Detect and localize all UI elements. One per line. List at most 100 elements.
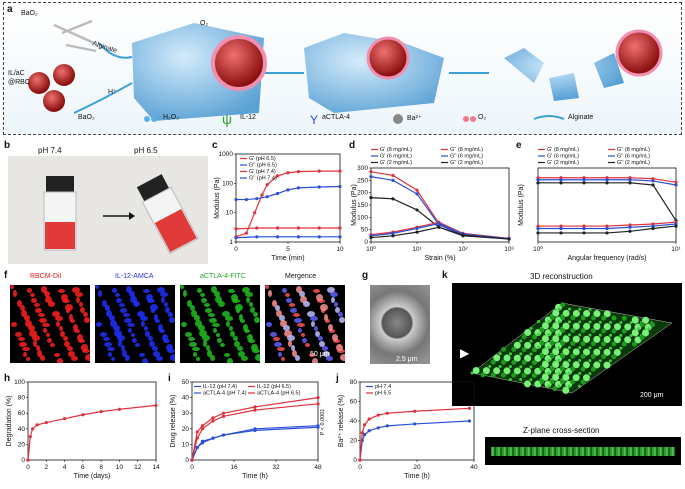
panel-label-i: i: [168, 373, 171, 384]
data-point: [316, 425, 320, 429]
cell-speck: [588, 320, 592, 324]
cell-speck: [611, 315, 617, 321]
cell-speck: [578, 333, 582, 337]
cell-speck: [511, 372, 517, 378]
cell-speck: [559, 379, 565, 385]
x-tick-label: 32: [272, 464, 280, 471]
data-point: [276, 191, 280, 196]
data-point: [415, 230, 419, 234]
cell-speck: [619, 333, 623, 337]
x-tick-label: 10⁰: [533, 245, 543, 253]
cell-speck: [519, 352, 523, 356]
legend-entry: aCTLA-4 (pH 7.4): [203, 391, 247, 397]
cell-speck: [637, 327, 641, 331]
y-tick-label: 50: [182, 379, 190, 386]
scale-f: 50 μm: [310, 351, 330, 358]
data-point: [200, 427, 205, 431]
scale-g: 2.5 μm: [396, 356, 418, 363]
legend-entry: aCTLA-4 (pH 6.5): [257, 391, 301, 397]
legend-entry: G'' (pH 7.4): [249, 176, 277, 182]
cell-speck: [529, 352, 533, 356]
legend-entry: G'' (pH 6.5): [249, 163, 277, 169]
cell-speck: [549, 353, 555, 359]
cell-speck: [537, 320, 541, 324]
cell-speck: [582, 361, 590, 369]
cell-speck: [529, 326, 533, 330]
rbc-label: @RBC: [8, 79, 30, 86]
cell-speck: [562, 322, 570, 330]
data-point: [195, 430, 199, 434]
cell-speck: [549, 314, 555, 320]
data-point: [35, 423, 39, 427]
panel-label-a: a: [7, 4, 13, 15]
cell-speck: [480, 372, 486, 378]
data-point: [507, 237, 511, 241]
y-tick-label: 60: [350, 399, 358, 406]
y-axis-label: Modulus (Pa): [214, 177, 221, 219]
series-line: [370, 176, 510, 240]
data-point: [253, 408, 257, 412]
data-point: [234, 227, 238, 231]
data-point: [255, 197, 259, 201]
series-line: [370, 221, 510, 239]
cell-speck: [613, 348, 621, 356]
y-tick-label: 150: [357, 202, 368, 209]
cell-speck: [570, 328, 576, 334]
data-point: [286, 188, 290, 192]
x-tick-label: 5: [286, 246, 290, 253]
y-tick-label: 250: [357, 177, 368, 184]
series-line: [359, 407, 470, 461]
x-tick-label: 10³: [504, 246, 514, 253]
data-point: [461, 233, 465, 237]
x-tick-label: 12: [134, 464, 142, 471]
series-line: [191, 426, 319, 461]
scale-k: 200 μm: [640, 392, 664, 399]
data-point: [195, 445, 199, 450]
data-point: [211, 419, 215, 423]
cell-speck: [603, 348, 611, 356]
cell-speck: [598, 333, 602, 337]
x-axis-label: Time (min): [271, 255, 304, 262]
x-tick-label: 10⁰: [366, 245, 376, 253]
x-tick-label: 0: [26, 464, 30, 471]
y-tick-label: 200: [357, 190, 368, 197]
cell-speck: [603, 310, 611, 318]
data-point: [536, 226, 540, 231]
cell-speck: [537, 345, 541, 349]
data-point: [628, 225, 632, 229]
data-point: [211, 416, 215, 420]
cell-speck: [567, 320, 571, 324]
cell-speck: [521, 372, 527, 378]
y-tick-label: 100: [222, 180, 233, 187]
data-point: [286, 171, 290, 175]
data-point: [651, 177, 655, 181]
data-point: [391, 234, 395, 238]
data-point: [200, 424, 205, 428]
legend-h2o2: H₂O₂: [163, 114, 179, 121]
cell-speck: [609, 346, 613, 350]
legend-entry: G' (2 mg/mL): [547, 160, 579, 166]
cell-speck: [539, 366, 545, 372]
cell-speck: [621, 328, 627, 334]
chart-e: 10⁰ 10¹ Angular frequency (rad/s) Modulus (…: [518, 147, 681, 262]
data-point: [244, 197, 248, 202]
fluor-title: IL-12-AMCA: [115, 273, 154, 280]
arrow-icon: [73, 42, 489, 114]
x-tick-label: 10²: [458, 246, 468, 253]
cell-speck: [541, 373, 549, 381]
data-point: [536, 231, 540, 235]
data-point: [413, 409, 417, 413]
cell-speck: [619, 346, 623, 350]
cell-speck: [613, 323, 621, 331]
series-line: [538, 182, 677, 221]
panel-label-g: g: [362, 270, 369, 281]
fluor-image: [10, 285, 90, 363]
series-line: [27, 404, 157, 461]
legend-o2: O₂: [478, 114, 487, 121]
data-point: [221, 411, 226, 415]
data-point: [605, 178, 609, 182]
cell-speck: [570, 315, 576, 321]
cell-speck: [601, 328, 607, 334]
y-tick-label: 0: [364, 239, 368, 246]
data-point: [651, 226, 655, 231]
